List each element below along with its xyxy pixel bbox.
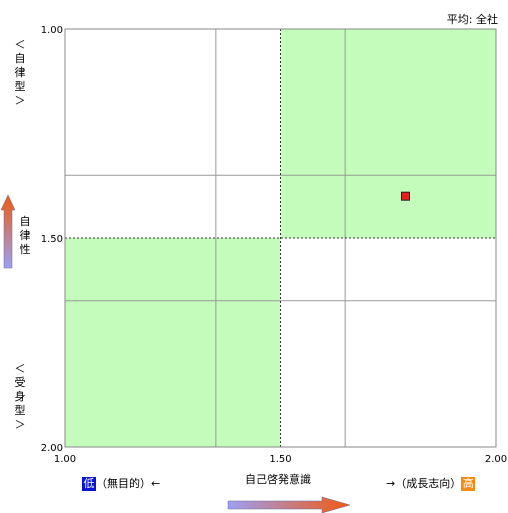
high-badge: 高	[461, 477, 476, 491]
y-tick-label: 1.00	[41, 25, 63, 36]
x-low-side: 低（無目的）←	[82, 475, 160, 491]
x-right-text: →（成長志向）	[386, 477, 462, 490]
y-bottom-label: ＜受身型＞	[14, 362, 26, 431]
low-badge: 低	[82, 477, 96, 491]
y-top-label: ＜自律型＞	[14, 38, 26, 107]
quadrant-highlight-upper-right	[280, 29, 496, 238]
x-tick-label: 2.00	[485, 454, 507, 465]
y-axis-title: 自律性	[19, 215, 31, 256]
data-point	[400, 191, 410, 201]
average-label: 平均: 全社	[446, 13, 498, 26]
x-tick-label: 1.00	[54, 454, 76, 465]
quadrant-highlight-lower-left	[65, 238, 281, 447]
plot-frame	[64, 28, 497, 448]
y-direction-arrow	[0, 194, 16, 269]
x-tick-label: 1.50	[269, 454, 291, 465]
x-left-text: （無目的）←	[96, 477, 161, 490]
y-tick-label: 1.50	[41, 234, 63, 245]
x-high-side: →（成長志向）高	[386, 475, 476, 491]
x-axis-title: 自己啓発意識	[245, 473, 311, 486]
y-tick-label: 2.00	[41, 443, 63, 454]
x-direction-arrow	[227, 496, 351, 513]
